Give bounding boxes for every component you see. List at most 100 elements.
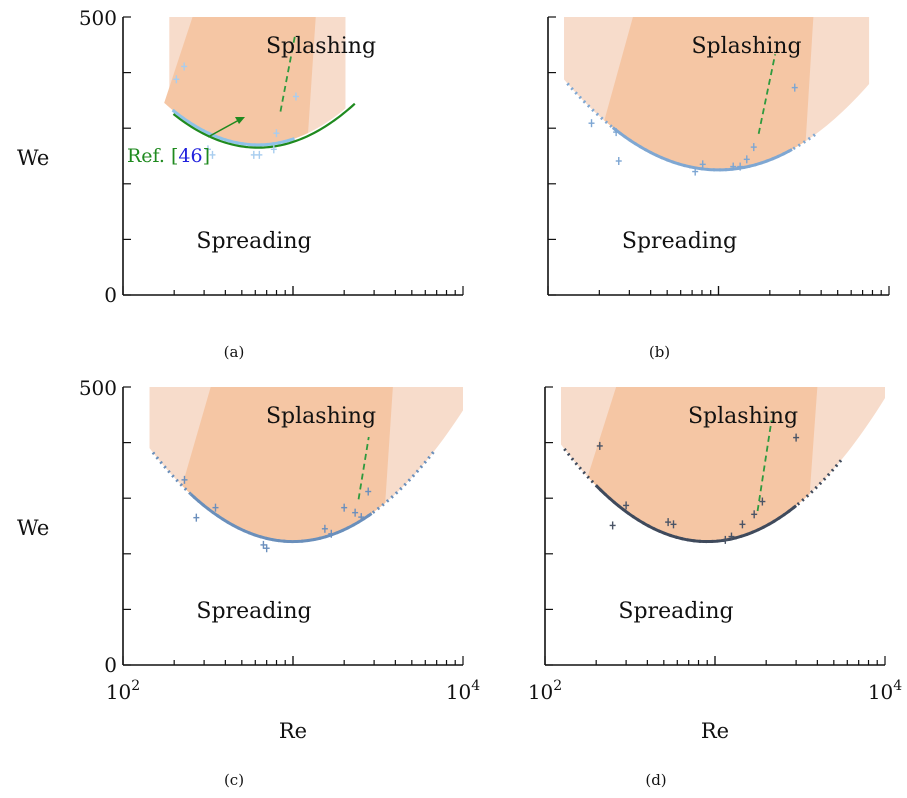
data-point [793, 433, 800, 442]
x-tick-label: 104 [868, 678, 902, 704]
transition-dashed-line [357, 436, 370, 500]
spreading-label: Spreading [196, 229, 311, 254]
data-point [212, 503, 219, 512]
data-point [722, 535, 729, 544]
boundary-dotted [151, 449, 436, 544]
reference-suffix: ] [203, 145, 210, 167]
reference-curve [172, 102, 356, 149]
data-point [623, 501, 630, 510]
data-point [209, 150, 216, 159]
data-point [670, 520, 677, 529]
boundary-curve [611, 126, 793, 172]
data-point [256, 150, 263, 159]
data-point [699, 160, 706, 169]
panel-a: 0 500 We Splashing Spreading (a) Ref. [46] [17, 6, 464, 361]
data-point [204, 145, 211, 154]
spreading-label: Spreading [196, 599, 311, 624]
splashing-region [149, 387, 463, 542]
transition-dashed-line [757, 54, 777, 134]
data-point [791, 83, 798, 92]
data-point [181, 62, 188, 71]
data-point [750, 143, 757, 152]
splashing-region-main [182, 387, 393, 542]
transition-dashed-line [279, 36, 296, 112]
data-point [292, 92, 299, 101]
data-point [596, 441, 603, 450]
y-tick-label: 500 [79, 376, 117, 400]
boundary-curve [171, 108, 295, 147]
splashing-region-main [604, 17, 814, 170]
splashing-label: Splashing [688, 404, 798, 429]
boundary-curve [189, 492, 373, 544]
data-point [728, 532, 735, 541]
data-point [665, 518, 672, 527]
data-point [358, 513, 365, 522]
panel-caption: (c) [224, 771, 244, 789]
reference-annotation: Ref. [46] [127, 145, 210, 167]
annotation-arrowhead [235, 117, 245, 124]
x-tick-exponent: 4 [893, 678, 902, 694]
x-tick-base: 10 [868, 680, 893, 704]
data-point [739, 520, 746, 529]
data-point [352, 508, 359, 517]
splashing-region-main [164, 17, 316, 145]
x-axis-label: Re [701, 719, 729, 743]
y-tick-label: 0 [104, 653, 117, 677]
data-point [365, 487, 372, 496]
panel-b: Splashing Spreading (b) [547, 16, 890, 361]
data-point [250, 150, 257, 159]
data-point [193, 513, 200, 522]
data-point [730, 162, 737, 171]
boundary-curve [595, 484, 798, 544]
x-tick-base: 10 [106, 680, 131, 704]
x-tick-label: 104 [446, 678, 480, 704]
data-point [270, 145, 277, 154]
data-point [173, 75, 180, 84]
x-tick-base: 10 [446, 680, 471, 704]
splashing-label: Splashing [266, 34, 376, 59]
x-tick-exponent: 2 [553, 678, 562, 694]
data-point [692, 167, 699, 176]
splashing-region [564, 17, 870, 170]
transition-dashed-line [756, 420, 773, 512]
data-point [588, 119, 595, 128]
data-point [328, 529, 335, 538]
panel-caption: (b) [649, 343, 670, 361]
panel-caption: (a) [224, 343, 245, 361]
x-tick-label: 102 [528, 678, 562, 704]
x-tick-base: 10 [528, 680, 553, 704]
panel-caption: (d) [645, 771, 666, 789]
data-point [341, 503, 348, 512]
splashing-region [560, 387, 885, 542]
data-point [609, 521, 616, 530]
data-point [759, 497, 766, 506]
data-point [263, 544, 270, 553]
data-point [181, 475, 188, 484]
spreading-label: Spreading [622, 229, 737, 254]
data-point [321, 524, 328, 533]
data-point [613, 128, 620, 137]
splashing-label: Splashing [691, 34, 801, 59]
x-tick-label: 102 [106, 678, 140, 704]
data-point [737, 162, 744, 171]
splashing-region [164, 17, 346, 145]
reference-prefix: Ref. [ [127, 145, 178, 167]
x-tick-exponent: 4 [471, 678, 480, 694]
x-axis-label: Re [279, 719, 307, 743]
data-point [260, 540, 267, 549]
annotation-arrow [207, 119, 240, 138]
y-tick-label: 500 [79, 6, 117, 30]
reference-number: 46 [178, 145, 202, 167]
y-axis-label: We [17, 146, 49, 170]
data-point [743, 155, 750, 164]
data-point [751, 510, 758, 519]
y-axis-label: We [17, 516, 49, 540]
spreading-label: Spreading [618, 599, 733, 624]
splashing-region-main [587, 387, 818, 542]
y-tick-label: 0 [104, 283, 117, 307]
data-point [615, 157, 622, 166]
splashing-label: Splashing [266, 404, 376, 429]
